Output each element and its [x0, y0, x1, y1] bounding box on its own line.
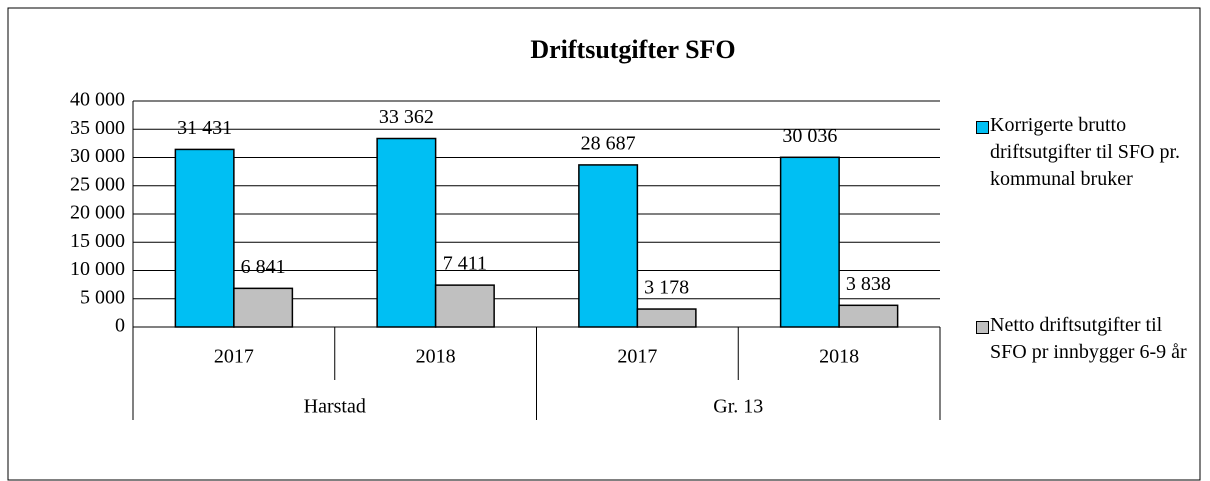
value-label: 30 036 [782, 125, 837, 147]
y-tick-label: 40 000 [70, 89, 125, 111]
chart-border [7, 7, 1201, 481]
y-tick-label: 5 000 [80, 286, 125, 308]
x-tick-label: 2018 [416, 346, 456, 368]
value-label: 3 838 [846, 273, 891, 295]
value-label: 6 841 [241, 256, 286, 278]
x-tick-label: 2018 [819, 346, 859, 368]
value-label: 31 431 [177, 117, 232, 139]
y-tick-label: 15 000 [70, 230, 125, 252]
legend-swatch [976, 121, 989, 134]
y-tick-label: 30 000 [70, 145, 125, 167]
bar [578, 164, 639, 328]
bar [174, 148, 235, 328]
value-label: 28 687 [581, 133, 636, 155]
legend-label: Netto driftsutgifter til SFO pr innbygge… [990, 314, 1187, 363]
chart-title: Driftsutgifter SFO [530, 35, 735, 64]
bar [233, 287, 294, 328]
y-tick-label: 0 [115, 315, 125, 337]
value-label: 33 362 [379, 106, 434, 128]
legend-label: Korrigerte brutto driftsutgifter til SFO… [990, 114, 1180, 190]
x-tick-label: 2017 [617, 346, 657, 368]
value-label: 3 178 [644, 277, 689, 299]
bar [779, 156, 840, 328]
x-tick-label: 2017 [214, 346, 254, 368]
legend-swatch [976, 321, 989, 334]
bar [838, 304, 899, 328]
bar [376, 137, 437, 328]
value-label: 7 411 [443, 253, 487, 275]
y-tick-label: 25 000 [70, 173, 125, 195]
group-label: Harstad [304, 396, 366, 418]
group-label: Gr. 13 [713, 396, 763, 418]
bar [636, 308, 697, 328]
bar [434, 284, 495, 328]
y-tick-label: 35 000 [70, 117, 125, 139]
y-tick-label: 20 000 [70, 202, 125, 224]
y-tick-label: 10 000 [70, 258, 125, 280]
